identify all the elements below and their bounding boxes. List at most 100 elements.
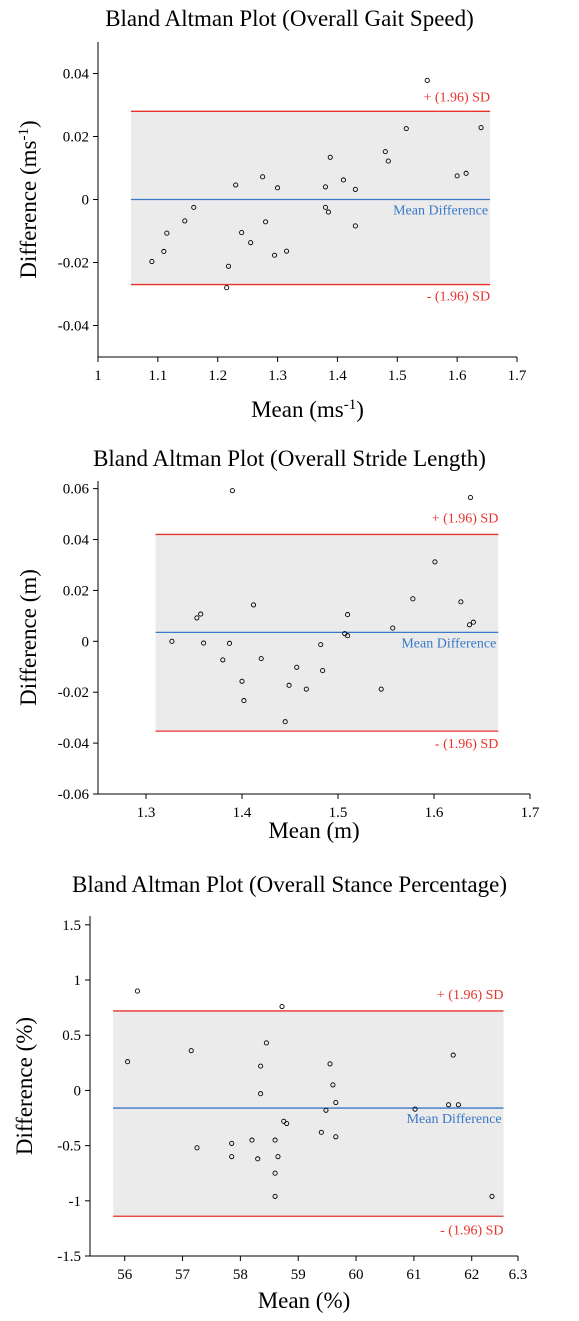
y-tick-label: 1.5 xyxy=(62,918,81,934)
data-point xyxy=(463,170,469,176)
data-point xyxy=(378,686,384,692)
data-point xyxy=(327,154,333,160)
data-point xyxy=(333,1100,339,1106)
data-point xyxy=(466,622,473,628)
agreement-band xyxy=(130,111,491,285)
x-tick-label: 59 xyxy=(291,1267,306,1283)
y-tick-label: 1 xyxy=(74,973,82,989)
data-point xyxy=(226,640,233,646)
y-axis-label: Difference (m) xyxy=(16,569,41,706)
data-point xyxy=(229,488,235,494)
y-tick-label: 0 xyxy=(82,634,90,650)
upper-loa-label: + (1.96) SD xyxy=(437,988,504,1003)
data-point xyxy=(446,1102,452,1108)
x-tick-label: 1.2 xyxy=(208,368,227,384)
data-point xyxy=(279,1003,285,1010)
chart-title: Bland Altman Plot (Overall Gait Speed) xyxy=(105,6,474,31)
x-tick-label: 1.5 xyxy=(388,368,407,384)
data-point xyxy=(345,633,351,639)
x-tick-label: 1.6 xyxy=(425,805,444,821)
data-point xyxy=(489,1193,495,1199)
y-tick-label: 0.02 xyxy=(63,583,89,599)
y-tick-label: -0.06 xyxy=(58,787,90,803)
x-axis-label: Mean (%) xyxy=(258,1288,351,1313)
x-tick-label: 1.7 xyxy=(508,368,527,384)
data-point xyxy=(255,1156,261,1162)
data-point xyxy=(224,285,230,291)
data-point xyxy=(454,173,460,179)
upper-loa-label: + (1.96) SD xyxy=(423,90,490,105)
data-point xyxy=(330,1082,336,1088)
x-tick-label: 1.3 xyxy=(268,368,287,384)
y-tick-label: -0.02 xyxy=(58,685,89,701)
data-point xyxy=(323,1107,329,1113)
x-tick-label: 60 xyxy=(349,1267,364,1283)
data-point xyxy=(161,248,167,255)
x-tick-label: 1 xyxy=(94,368,102,384)
x-tick-label: 61 xyxy=(406,1267,421,1283)
data-point xyxy=(194,615,200,621)
data-point xyxy=(478,125,484,131)
data-point xyxy=(258,1091,264,1097)
chart-title: Bland Altman Plot (Overall Stance Percen… xyxy=(72,872,507,897)
data-point xyxy=(458,599,464,605)
y-tick-label: 0 xyxy=(82,193,90,209)
data-point xyxy=(412,1106,418,1112)
y-axis-label: Difference (ms-1) xyxy=(16,120,41,278)
data-point xyxy=(385,158,391,164)
data-point xyxy=(263,1040,269,1046)
x-tick-label: 1.7 xyxy=(521,805,540,821)
mean-difference-label: Mean Difference xyxy=(401,636,496,651)
data-point xyxy=(164,230,170,236)
y-tick-label: -0.5 xyxy=(57,1139,81,1155)
data-point xyxy=(248,240,254,246)
y-tick-label: 0.04 xyxy=(63,533,90,549)
data-point xyxy=(432,559,438,565)
x-tick-label: 1.6 xyxy=(448,368,467,384)
data-point xyxy=(225,263,232,269)
data-point xyxy=(250,602,257,608)
data-point xyxy=(194,1145,200,1151)
x-tick-label: 56 xyxy=(117,1267,133,1283)
data-point xyxy=(125,1059,131,1065)
data-point xyxy=(282,719,288,725)
data-point xyxy=(455,1102,461,1108)
data-point xyxy=(275,1154,281,1160)
data-point xyxy=(467,494,474,501)
data-point xyxy=(239,230,245,236)
x-axis-label: Mean (m) xyxy=(268,818,359,843)
data-point xyxy=(470,619,476,625)
y-axis-label: Difference (%) xyxy=(12,1017,37,1155)
data-point xyxy=(272,1170,278,1176)
data-point xyxy=(450,1052,456,1058)
data-point xyxy=(318,1129,324,1135)
x-axis-label: Mean (ms-1) xyxy=(251,397,364,422)
data-point xyxy=(272,1137,278,1143)
data-point xyxy=(258,656,264,662)
x-tick-label: 62 xyxy=(464,1267,479,1283)
data-point xyxy=(249,1137,255,1143)
y-tick-label: 0.04 xyxy=(63,67,90,83)
data-point xyxy=(294,664,300,670)
y-tick-label: 0 xyxy=(74,1083,82,1099)
mean-difference-label: Mean Difference xyxy=(407,1112,502,1127)
data-point xyxy=(201,640,207,646)
data-point xyxy=(382,149,388,155)
stride-length-chart: + (1.96) SD - (1.96) SD Mean Difference 1.3… xyxy=(16,481,540,843)
data-point xyxy=(169,638,175,644)
upper-loa-label: + (1.96) SD xyxy=(432,511,499,526)
data-point xyxy=(340,177,346,183)
x-tick-label: 6.3 xyxy=(509,1267,528,1283)
data-point xyxy=(275,185,281,191)
data-point xyxy=(322,204,329,210)
data-point xyxy=(410,596,416,602)
data-point xyxy=(220,657,226,663)
data-point xyxy=(239,678,245,684)
data-point xyxy=(322,184,329,190)
data-point xyxy=(188,1048,194,1054)
data-point xyxy=(325,209,332,215)
data-point xyxy=(272,1193,278,1199)
data-point xyxy=(352,186,358,192)
data-point xyxy=(229,1154,235,1160)
